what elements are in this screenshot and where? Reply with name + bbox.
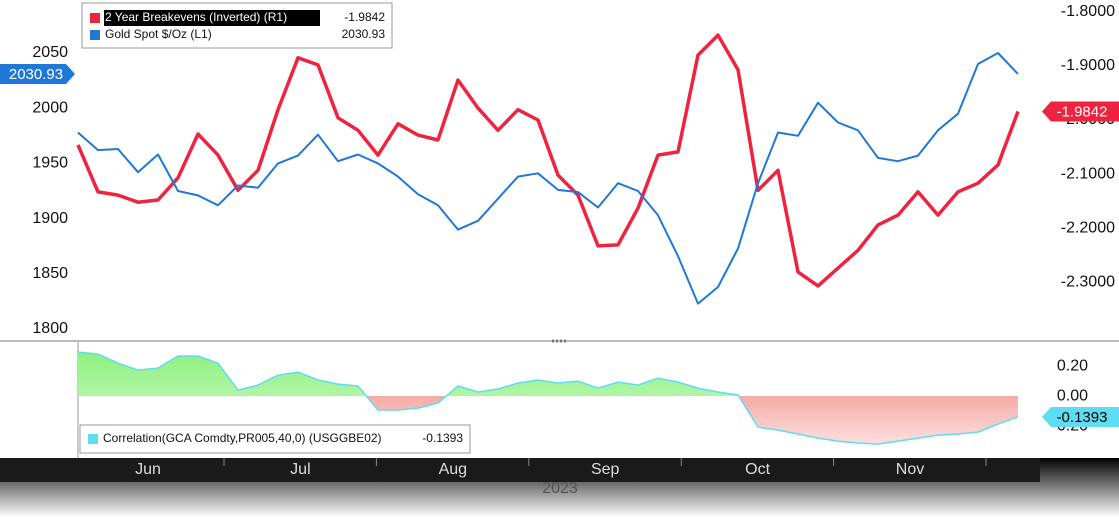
- legend-value: 2030.93: [342, 27, 386, 41]
- value-badge: 2030.93: [0, 64, 75, 85]
- legend-value: -1.9842: [344, 10, 385, 24]
- x-tick-label: Sep: [591, 461, 620, 478]
- y2-tick-label: -1.9000: [1061, 57, 1115, 74]
- x-tick-label: Jul: [290, 461, 310, 478]
- x-tick-label: Oct: [745, 461, 770, 478]
- legend-box: [79, 424, 471, 454]
- badge-label: -1.9842: [1057, 103, 1108, 120]
- legend-swatch: [90, 30, 100, 40]
- x-tick-label: Jun: [135, 461, 161, 478]
- x-axis-label: 2023: [542, 480, 578, 497]
- y2-tick-label: -2.3000: [1061, 273, 1115, 290]
- y-tick-label: 1800: [32, 320, 68, 337]
- legend: Correlation(GCA Comdty,PR005,40,0) (USGG…: [79, 424, 471, 454]
- legend-label: Gold Spot $/Oz (L1): [105, 27, 212, 41]
- series-line: [76, 33, 1020, 288]
- axis-strip: [0, 458, 1040, 482]
- badge-label: -0.1393: [1057, 409, 1108, 426]
- value-badge: -1.9842: [1042, 101, 1119, 122]
- y-tick-label: 0.00: [1057, 387, 1088, 404]
- y-tick-label: 0.20: [1057, 357, 1088, 374]
- series-line: [77, 52, 1019, 305]
- legend-value: -0.1393: [422, 431, 463, 445]
- y-tick-label: 2050: [32, 44, 68, 61]
- y2-tick-label: -2.1000: [1061, 165, 1115, 182]
- y-tick-label: 1950: [32, 155, 68, 172]
- y-tick-label: 1850: [32, 265, 68, 282]
- value-badge: -0.1393: [1042, 406, 1119, 427]
- badge-shape: [0, 64, 75, 85]
- y-tick-label: 2000: [32, 99, 68, 116]
- legend-swatch: [90, 13, 100, 23]
- badge-label: 2030.93: [9, 66, 63, 83]
- y-tick-label: 1900: [32, 210, 68, 227]
- y2-tick-label: -2.2000: [1061, 219, 1115, 236]
- legend-swatch: [88, 434, 98, 444]
- legend-label: Correlation(GCA Comdty,PR005,40,0) (USGG…: [103, 431, 382, 445]
- x-tick-label: Nov: [896, 461, 924, 478]
- area-positive: [78, 352, 739, 396]
- x-tick-label: Aug: [439, 461, 467, 478]
- legend-label: 2 Year Breakevens (Inverted) (R1): [105, 10, 287, 24]
- legend: 2 Year Breakevens (Inverted) (R1) -1.9842…: [81, 2, 393, 49]
- badge-shape: [1042, 101, 1119, 122]
- legend-highlight: [104, 10, 320, 26]
- area-negative: [78, 396, 1018, 445]
- badge-shape: [1042, 406, 1119, 427]
- y2-tick-label: -1.8000: [1061, 3, 1115, 20]
- area-line: [77, 351, 1019, 445]
